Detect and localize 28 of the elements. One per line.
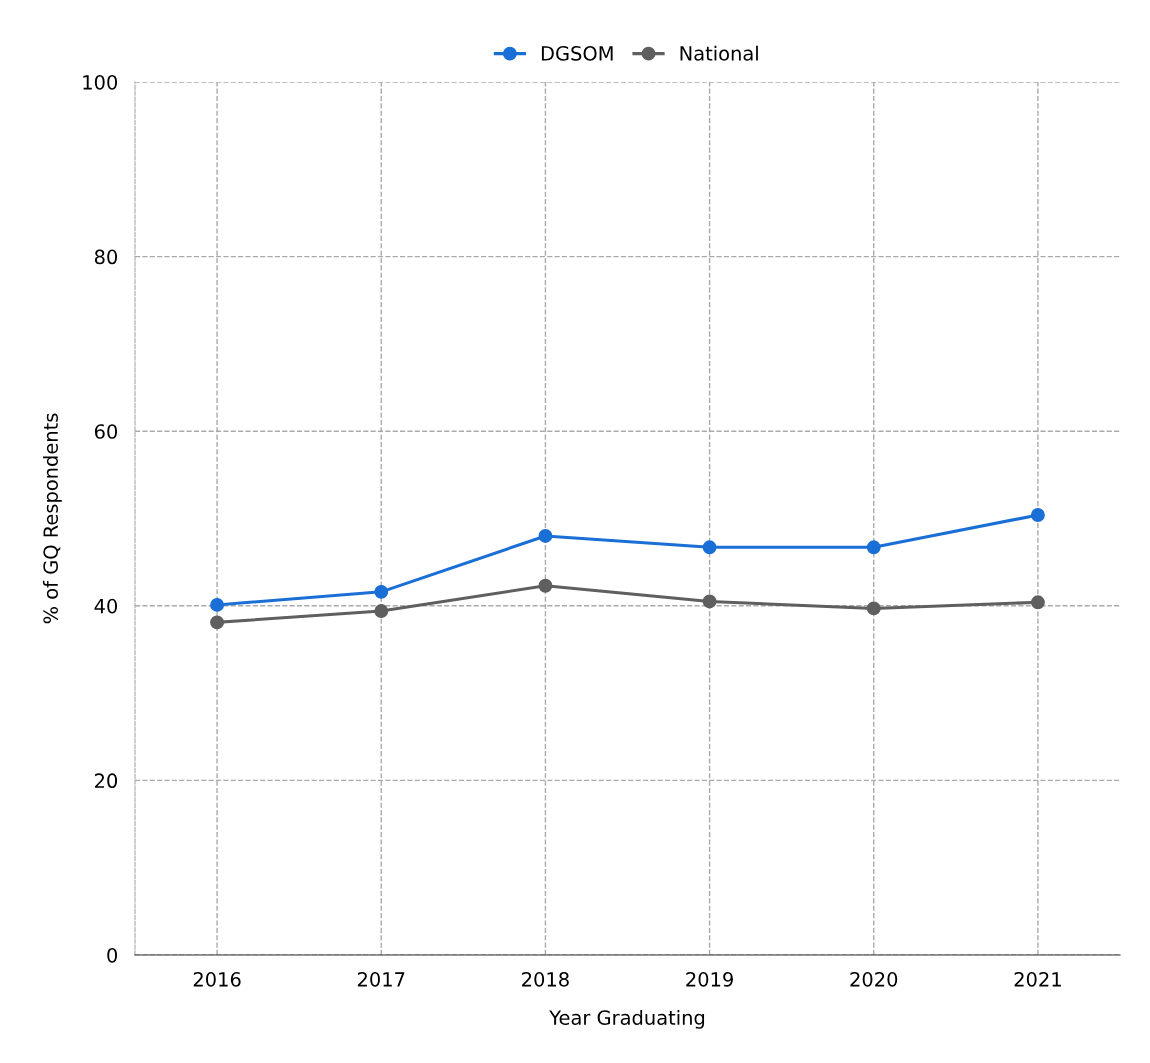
point — [210, 597, 225, 612]
y-tick-label: 60 — [94, 424, 118, 439]
point — [702, 594, 717, 609]
x-tick-label: 2016 — [193, 972, 241, 987]
y-tick-label: 100 — [83, 74, 118, 90]
point — [538, 529, 553, 543]
legend-label: DGSOM — [541, 46, 613, 61]
point — [866, 540, 881, 555]
x-tick-label: 2017 — [357, 972, 405, 987]
x-axis-title: Year Graduating — [549, 1009, 705, 1029]
point — [374, 584, 389, 599]
point — [210, 615, 225, 630]
point — [702, 540, 717, 555]
point — [1030, 508, 1045, 522]
y-tick-label: 0 — [107, 947, 118, 963]
legend-label: National — [680, 45, 758, 61]
x-tick-label: 2021 — [1014, 972, 1061, 987]
point — [538, 578, 553, 593]
x-tick-label: 2019 — [686, 972, 733, 987]
y-tick-label: 80 — [94, 249, 118, 265]
point — [374, 604, 389, 618]
y-tick-label: 40 — [94, 598, 118, 614]
y-tick-label: 20 — [95, 773, 118, 789]
point — [1030, 595, 1045, 610]
point — [866, 601, 881, 616]
x-tick-label: 2020 — [850, 972, 898, 987]
x-tick-label: 2018 — [522, 972, 569, 987]
y-axis-title: % of GQ Respondents — [42, 413, 62, 624]
